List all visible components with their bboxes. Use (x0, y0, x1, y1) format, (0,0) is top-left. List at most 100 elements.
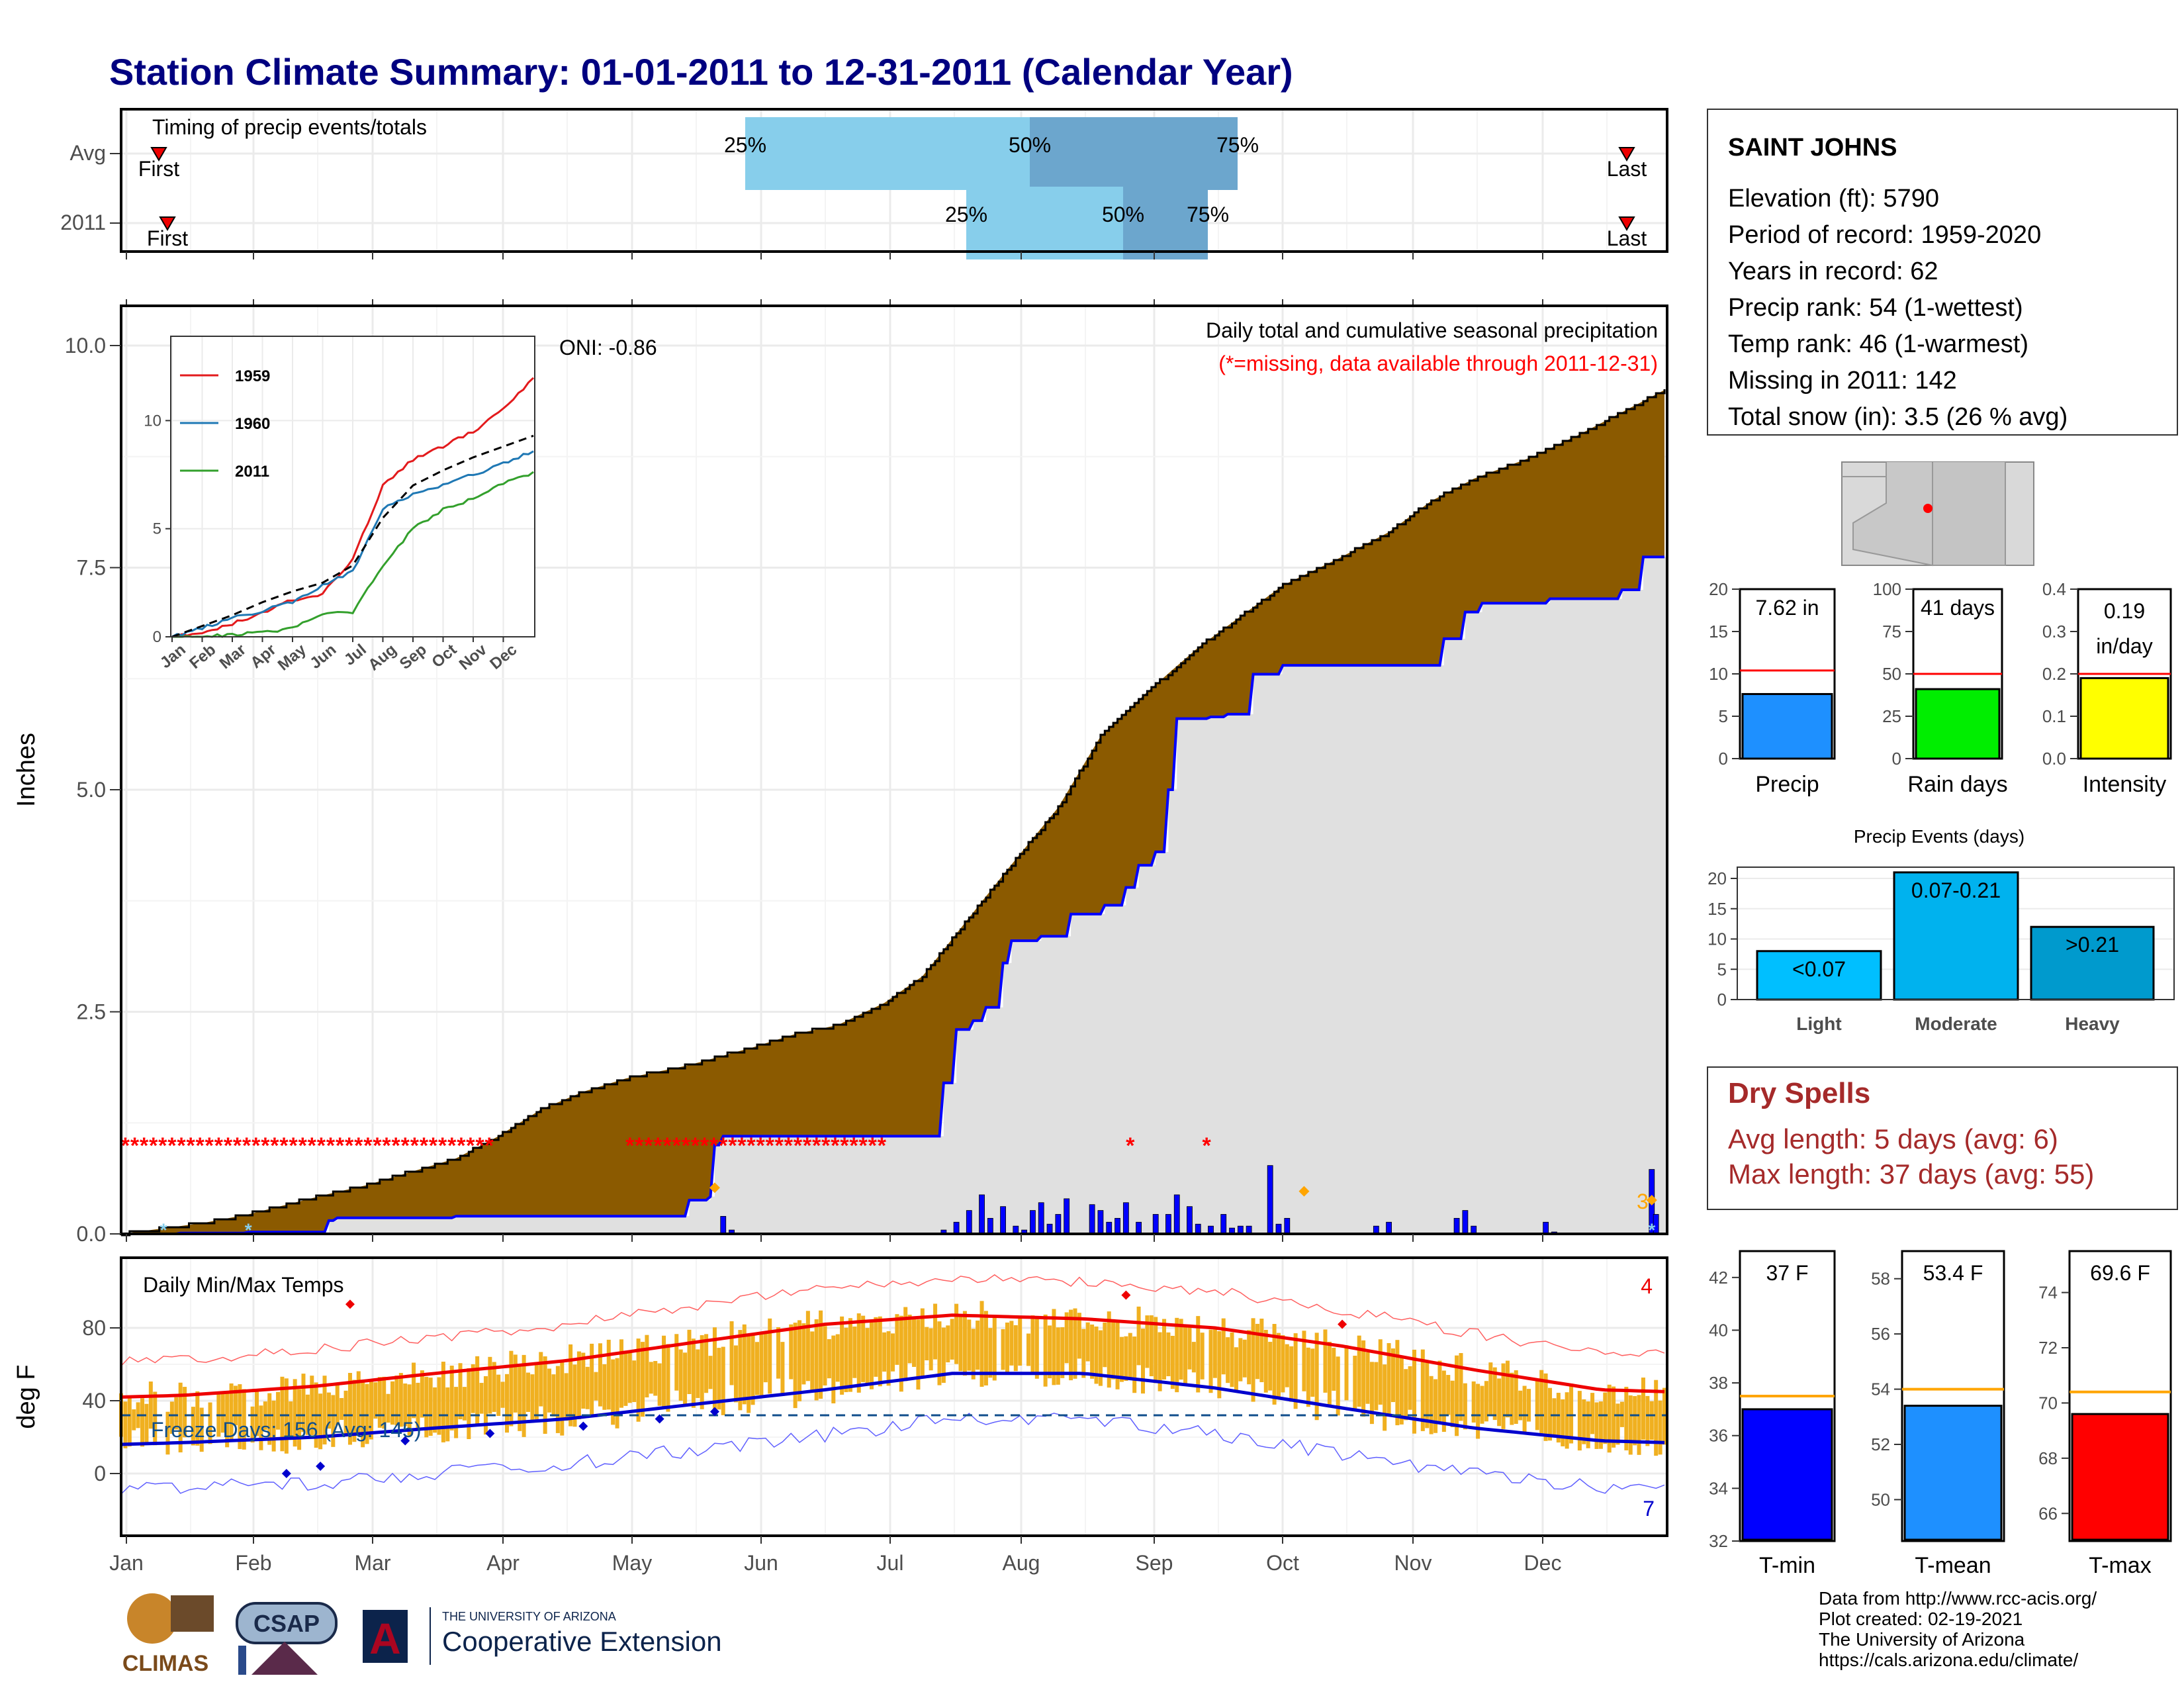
daily-temp-bar (1255, 1323, 1259, 1380)
daily-temp-bar (1034, 1318, 1039, 1379)
daily-temp-bar (1488, 1362, 1493, 1415)
daily-temp-bar (1425, 1360, 1430, 1429)
daily-temp-bar (1437, 1360, 1442, 1422)
daily-temp-bar (1378, 1339, 1383, 1405)
missing-day-marker: * (625, 1133, 635, 1158)
events-tick-label: 10 (1707, 929, 1727, 949)
daily-temp-bar (1001, 1329, 1005, 1370)
daily-temp-bar (483, 1376, 488, 1435)
daily-temp-bar (844, 1327, 848, 1393)
daily-temp-bar (174, 1397, 179, 1430)
daily-temp-bar (233, 1385, 238, 1426)
daily-temp-bar (1140, 1329, 1145, 1394)
daily-temp-bar (983, 1311, 988, 1385)
daily-temp-bar (199, 1407, 204, 1452)
temp-bar-tick-label: 72 (2038, 1338, 2058, 1358)
daily-temp-bar (941, 1327, 946, 1383)
temp-bar-tick-label: 32 (1709, 1531, 1728, 1551)
daily-temp-bar (1654, 1380, 1659, 1456)
daily-temp-bar (373, 1382, 378, 1419)
daily-temp-bar (132, 1409, 136, 1430)
events-bar (1893, 871, 2019, 1001)
missing-day-marker: * (737, 1133, 747, 1158)
events-tick-label: 15 (1707, 899, 1727, 919)
temp-bar-tick-label: 54 (1871, 1380, 1890, 1399)
temp-bar-label: T-min (1759, 1553, 1815, 1578)
missing-day-marker: * (392, 1133, 401, 1158)
dry-spells-box (1707, 1066, 2178, 1210)
average-min-line (120, 1372, 1665, 1446)
daily-temp-bar (479, 1383, 484, 1414)
daily-temp-bar (895, 1314, 899, 1365)
missing-day-marker: * (261, 1133, 270, 1158)
daily-precip-bar (1089, 1204, 1095, 1235)
daily-temp-bar (1289, 1346, 1294, 1402)
daily-temp-bar (1586, 1401, 1590, 1448)
missing-day-marker: * (438, 1133, 447, 1158)
mini-chart-tick-label: 25 (1882, 706, 1901, 726)
missing-day-marker: * (382, 1133, 391, 1158)
missing-day-marker: * (840, 1133, 849, 1158)
record-high-marker (1121, 1290, 1131, 1300)
daily-temp-bar (165, 1411, 170, 1455)
station-location-dot (1923, 504, 1933, 513)
daily-temp-bar (509, 1350, 514, 1427)
daily-temp-bar (331, 1395, 336, 1447)
missing-day-marker: * (447, 1133, 457, 1158)
daily-temp-bar (267, 1393, 272, 1445)
inset-average-line (171, 434, 534, 638)
daily-temp-bar (1455, 1355, 1459, 1436)
daily-temp-bar (1208, 1329, 1213, 1393)
snow-marker: * (160, 1219, 167, 1240)
daily-temp-bar (433, 1387, 437, 1433)
daily-temp-bar (929, 1328, 933, 1371)
daily-temp-bar (424, 1377, 429, 1438)
daily-temp-bar (1247, 1330, 1251, 1385)
daily-temp-bar (1471, 1381, 1476, 1423)
mini-chart-tick-label: 0 (1892, 749, 1901, 769)
mini-chart-tick-label: 0.2 (2042, 664, 2066, 684)
missing-day-marker: * (803, 1133, 812, 1158)
daily-temp-bar (301, 1374, 306, 1432)
mini-chart-tick-label: 100 (1873, 579, 1901, 599)
missing-day-marker: * (859, 1133, 868, 1158)
daily-temp-bar (220, 1393, 225, 1433)
precip-y-tick-label: 10.0 (65, 334, 106, 357)
daily-temp-bar (343, 1390, 348, 1436)
mini-chart-tick-label: 20 (1709, 579, 1728, 599)
missing-day-marker: * (756, 1133, 765, 1158)
heavy-event-marker (1298, 1186, 1310, 1197)
missing-day-marker: * (775, 1133, 784, 1158)
record-low-marker (485, 1429, 495, 1438)
missing-day-marker: * (849, 1133, 858, 1158)
missing-day-marker: * (167, 1133, 177, 1158)
mini-chart-label: Rain days (1907, 772, 2007, 797)
daily-temp-bar (390, 1381, 395, 1425)
daily-temp-bar (585, 1366, 590, 1409)
daily-temp-bar (526, 1372, 531, 1412)
daily-temp-bar (1369, 1362, 1374, 1425)
month-label: Feb (235, 1551, 271, 1575)
daily-temp-bar (733, 1345, 738, 1403)
daily-temp-bar (1607, 1384, 1612, 1453)
daily-temp-bar (127, 1397, 132, 1447)
daily-temp-bar (576, 1351, 581, 1420)
daily-temp-bar (865, 1328, 870, 1386)
daily-temp-bar (1277, 1333, 1281, 1399)
daily-temp-bar (1175, 1317, 1179, 1393)
record-max-count: 4 (1641, 1274, 1653, 1298)
station-info-line: Elevation (ft): 5790 (1728, 185, 1939, 212)
inset-legend-label: 2011 (235, 463, 269, 481)
daily-temp-bar (1221, 1318, 1226, 1375)
daily-temp-bar (255, 1390, 259, 1436)
daily-temp-bar (594, 1372, 598, 1401)
station-info-line: Temp rank: 46 (1-warmest) (1728, 330, 2028, 358)
daily-temp-bar (1052, 1309, 1056, 1385)
daily-temp-bar (831, 1335, 836, 1404)
missing-day-marker: * (363, 1133, 373, 1158)
timing-pct-75: 75% (1216, 133, 1259, 157)
ua-logo-block (363, 1610, 408, 1663)
daily-temp-bar (1552, 1398, 1557, 1437)
daily-temp-bar (590, 1343, 594, 1417)
